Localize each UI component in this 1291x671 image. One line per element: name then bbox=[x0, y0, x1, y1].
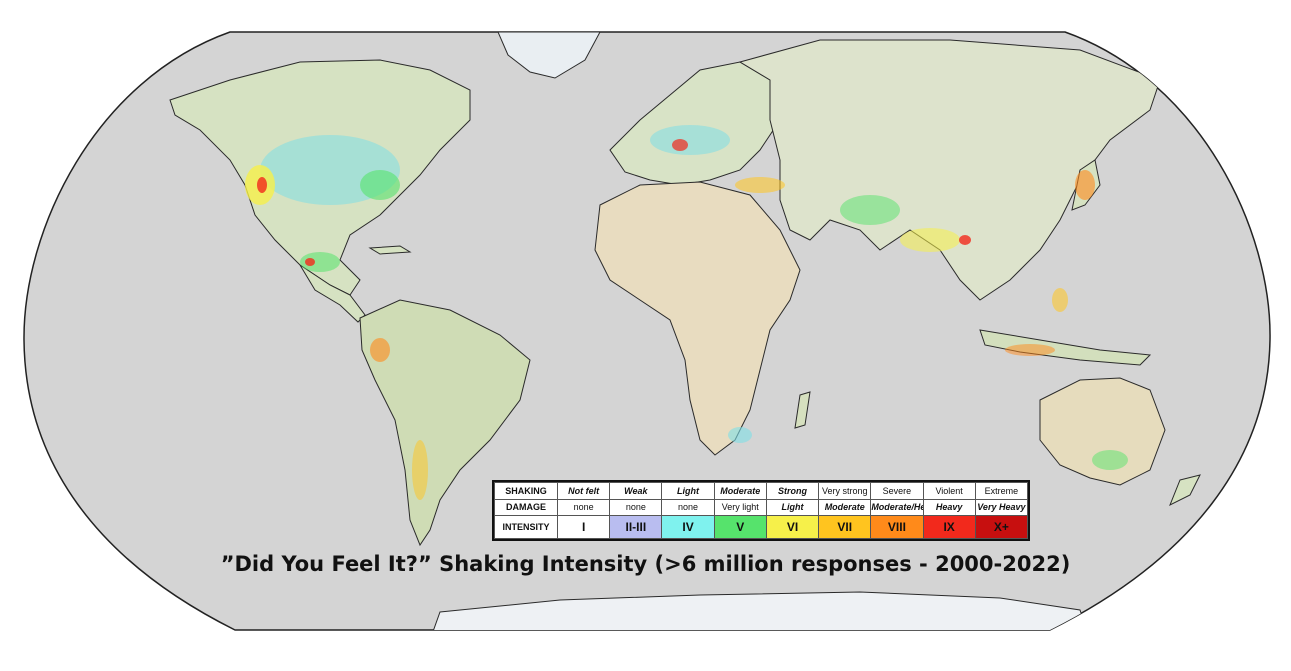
south-america bbox=[359, 299, 531, 547]
legend-cell: Violent bbox=[922, 482, 976, 500]
legend-row-label: SHAKING bbox=[494, 482, 558, 500]
africa bbox=[594, 181, 801, 456]
legend-cell: Very strong bbox=[818, 482, 872, 500]
antarctica bbox=[429, 591, 1091, 630]
legend-cell: Very light bbox=[713, 498, 767, 517]
legend-cell: Not felt bbox=[556, 482, 611, 500]
legend-cell: Severe bbox=[870, 482, 924, 500]
legend-cell: Moderate/Heavy bbox=[870, 498, 924, 517]
intensity-legend: SHAKING Not felt Weak Light Moderate Str… bbox=[492, 480, 1030, 541]
legend-table: SHAKING Not felt Weak Light Moderate Str… bbox=[494, 482, 1029, 539]
europe bbox=[609, 61, 781, 186]
legend-cell: none bbox=[556, 498, 611, 517]
legend-cell: Light bbox=[765, 498, 820, 517]
map-caption: ”Did You Feel It?” Shaking Intensity (>6… bbox=[220, 552, 1071, 576]
intensity-swatch: VI bbox=[765, 515, 820, 539]
intensity-swatch: II-III bbox=[609, 515, 663, 539]
intensity-swatch: I bbox=[556, 515, 611, 539]
legend-cell: Strong bbox=[765, 482, 820, 500]
intensity-swatch: VII bbox=[818, 515, 872, 539]
legend-cell: Weak bbox=[609, 482, 663, 500]
legend-row-label: DAMAGE bbox=[494, 498, 558, 517]
legend-cell: Very Heavy bbox=[974, 498, 1029, 517]
intensity-swatch: IV bbox=[661, 515, 715, 539]
australia bbox=[1039, 377, 1166, 486]
legend-cell: none bbox=[661, 498, 715, 517]
intensity-swatch: IX bbox=[922, 515, 976, 539]
madagascar bbox=[794, 391, 811, 429]
intensity-overlay bbox=[245, 125, 1128, 500]
greenland bbox=[497, 32, 601, 79]
legend-row-intensity: INTENSITY I II-III IV V VI VII VIII IX X… bbox=[494, 515, 1029, 539]
caribbean bbox=[368, 245, 412, 255]
legend-cell: Extreme bbox=[974, 482, 1029, 500]
legend-row-damage: DAMAGE none none none Very light Light M… bbox=[494, 498, 1029, 517]
legend-row-shaking: SHAKING Not felt Weak Light Moderate Str… bbox=[494, 482, 1029, 500]
legend-cell: Light bbox=[661, 482, 715, 500]
new-zealand bbox=[1169, 474, 1201, 507]
legend-row-label: INTENSITY bbox=[494, 515, 558, 539]
intensity-swatch: V bbox=[713, 515, 767, 539]
indonesia bbox=[979, 329, 1152, 366]
legend-cell: Heavy bbox=[922, 498, 976, 517]
legend-cell: Moderate bbox=[713, 482, 767, 500]
legend-cell: none bbox=[609, 498, 663, 517]
legend-cell: Moderate bbox=[818, 498, 872, 517]
intensity-swatch: VIII bbox=[870, 515, 924, 539]
intensity-swatch: X+ bbox=[974, 515, 1029, 539]
